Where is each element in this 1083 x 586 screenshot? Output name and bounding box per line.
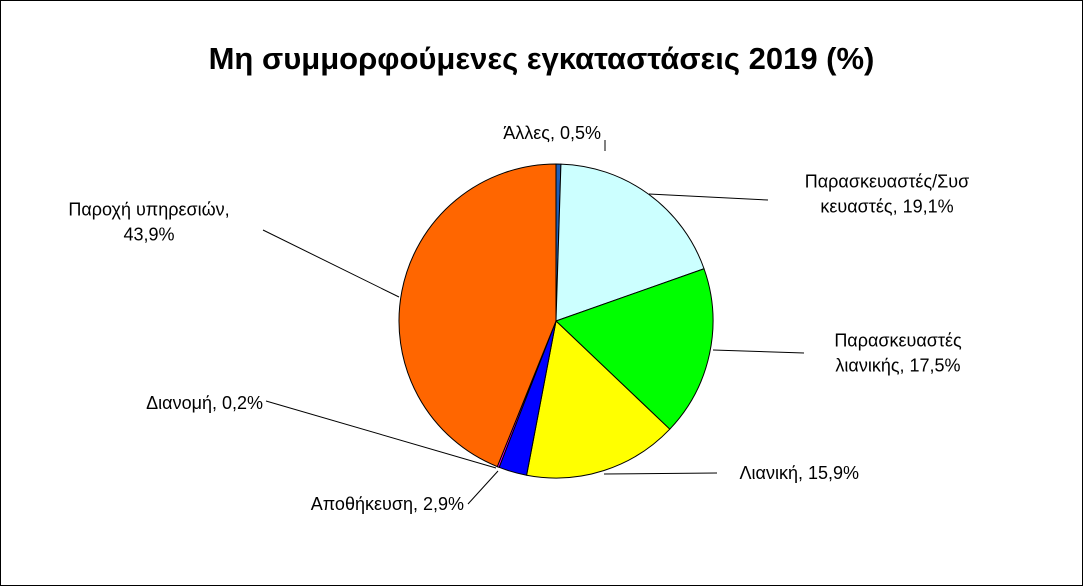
data-labels: Άλλες, 0,5% Παρασκευαστές/Συσ κευαστές, 19… [68, 123, 969, 514]
data-label-άλλες: Άλλες, 0,5% [503, 123, 601, 143]
data-label-line: Παροχή υπηρεσιών, [68, 200, 229, 220]
data-label-line: Διανομή, 0,2% [146, 393, 263, 413]
chart-title: Μη συμμορφούμενες εγκαταστάσεις 2019 (%) [208, 41, 875, 76]
data-label-line: Παρασκευαστές [834, 331, 962, 351]
leader-line-διανομή [265, 400, 497, 469]
leader-line-αποθήκευση [467, 470, 499, 505]
pie-slices [398, 163, 714, 479]
data-label-line: Αποθήκευση, 2,9% [311, 494, 464, 514]
data-label-line: 43,9% [123, 225, 174, 245]
leader-line-παρασκευαστές-συσκευαστές [648, 193, 769, 201]
leader-line-παροχή-υπηρεσιών [262, 229, 400, 298]
pie-slice-παροχή-υπηρεσιών [398, 163, 557, 468]
pie-slice-λιανική [526, 320, 671, 479]
data-label-line: κευαστές, 19,1% [820, 197, 953, 217]
data-label-λιανική: Λιανική, 15,9% [740, 463, 859, 483]
leader-line-λιανική [603, 472, 718, 475]
leader-line-παρασκευαστές-λιανικής [712, 349, 805, 354]
data-label-αποθήκευση: Αποθήκευση, 2,9% [311, 494, 464, 514]
pie-slice-παρασκευαστές-λιανικής [555, 268, 714, 430]
data-label-line: Λιανική, 15,9% [740, 463, 859, 483]
data-label-παρασκευαστές-συσκευαστές: Παρασκευαστές/Συσ κευαστές, 19,1% [805, 172, 969, 217]
data-label-line: Παρασκευαστές/Συσ [805, 172, 969, 192]
data-label-παροχή-υπηρεσιών: Παροχή υπηρεσιών, 43,9% [68, 200, 229, 245]
data-label-line: Άλλες, 0,5% [503, 123, 601, 143]
data-label-διανομή: Διανομή, 0,2% [146, 393, 263, 413]
data-label-παρασκευαστές-λιανικής: Παρασκευαστές λιανικής, 17,5% [834, 331, 962, 376]
data-label-line: λιανικής, 17,5% [835, 356, 960, 376]
leader-lines [262, 140, 805, 505]
